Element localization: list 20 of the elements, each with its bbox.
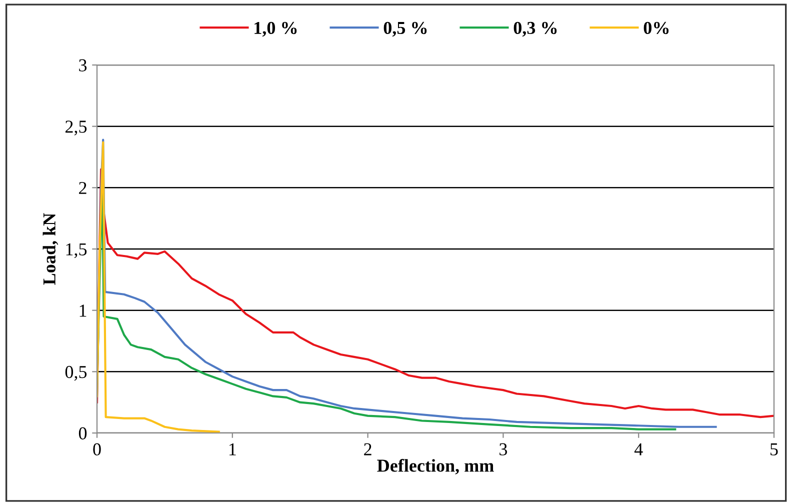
y-tick-label: 2,5 <box>66 120 87 136</box>
x-axis-title: Deflection, mm <box>377 458 494 474</box>
legend-label: 1,0 % <box>254 22 297 37</box>
x-tick-label: 1 <box>229 443 236 456</box>
y-tick-label: 0,5 <box>65 366 87 381</box>
x-tick-label: 0 <box>93 443 101 456</box>
y-tick-label: 3 <box>79 59 87 72</box>
y-tick-label: 1,5 <box>66 243 87 258</box>
y-axis-title: Load, kN <box>42 213 58 285</box>
x-tick-label: 5 <box>770 443 778 456</box>
legend-label: 0,3 % <box>514 22 557 37</box>
x-tick-label: 3 <box>500 443 508 456</box>
x-tick-label: 2 <box>364 443 372 456</box>
line-series <box>97 141 220 433</box>
legend-label: 0,5 % <box>384 22 427 37</box>
legend-label: 0% <box>644 22 669 34</box>
y-tick-label: 1 <box>80 304 86 317</box>
y-tick-label: 2 <box>79 182 86 194</box>
x-tick-label: 4 <box>634 443 643 456</box>
y-tick-label: 0 <box>78 427 87 440</box>
